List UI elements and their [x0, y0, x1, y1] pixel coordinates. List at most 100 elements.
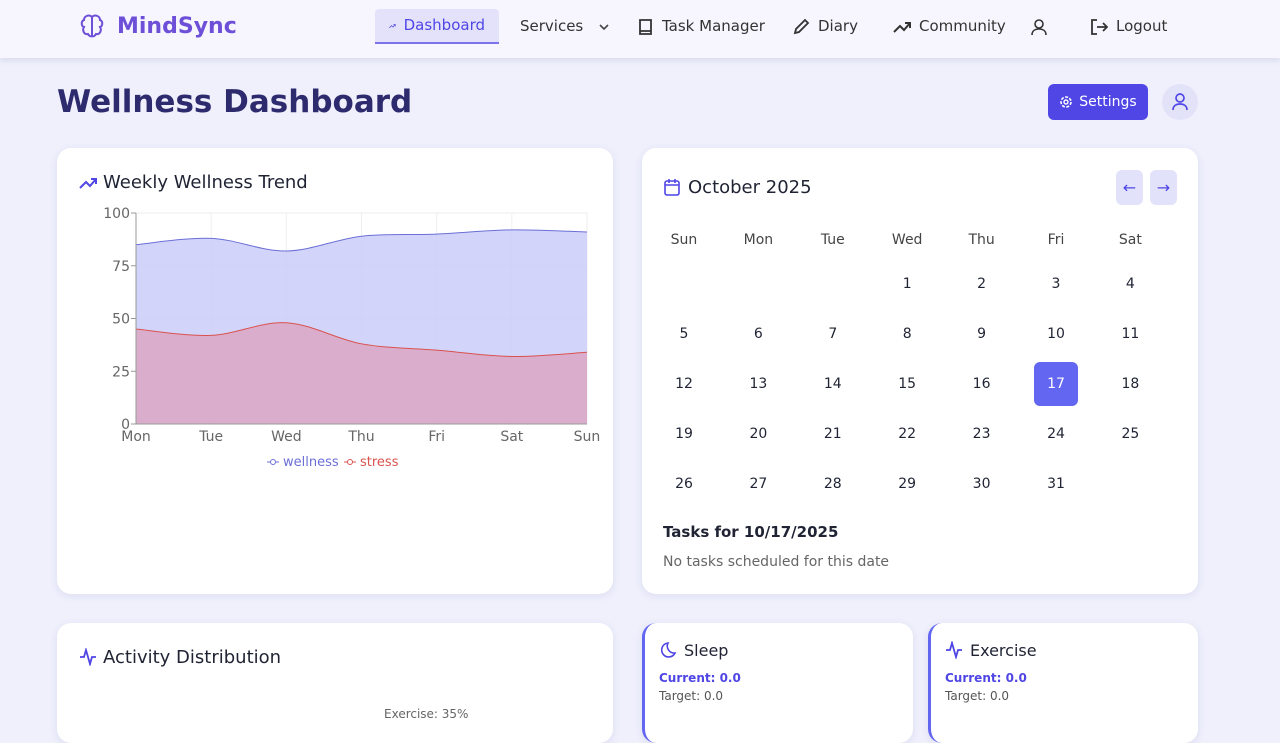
day[interactable]: 29 [898, 476, 917, 492]
y-tick-label: 25 [112, 364, 130, 380]
nav-label: Dashboard [403, 16, 485, 34]
y-tick-label: 100 [103, 206, 130, 222]
nav-tasks[interactable]: Task Manager [624, 9, 779, 44]
day[interactable]: 8 [902, 326, 912, 342]
metric-current: Current: 0.0 [659, 671, 741, 685]
day[interactable]: 30 [972, 476, 991, 492]
day[interactable]: 10 [1047, 326, 1065, 342]
day[interactable]: 7 [828, 326, 838, 342]
day[interactable]: 26 [675, 476, 693, 492]
area [136, 322, 587, 424]
day[interactable]: 3 [1051, 276, 1061, 292]
day[interactable]: 14 [823, 376, 842, 392]
sleep-card: Sleep Current: 0.0 Target: 0.0 [642, 623, 913, 743]
trend-icon [79, 178, 97, 189]
nav-services[interactable]: Services [506, 9, 627, 44]
legend-label: stress [360, 455, 399, 470]
tasks-title: Tasks for 10/17/2025 [663, 523, 839, 541]
weekday: Sat [1118, 232, 1142, 248]
nav-community[interactable]: Community [879, 9, 1020, 44]
weekday: Sun [670, 232, 698, 248]
day[interactable]: 28 [823, 476, 842, 492]
x-tick-label: Wed [271, 429, 302, 445]
y-tick-label: 50 [112, 312, 130, 328]
card-title: Activity Distribution [103, 647, 282, 668]
nav-dashboard[interactable]: Dashboard [375, 9, 499, 44]
y-tick-label: 0 [121, 417, 130, 433]
day[interactable]: 25 [1121, 426, 1140, 442]
metric-current: Current: 0.0 [945, 671, 1027, 685]
trend-card: Weekly Wellness Trend Mon Tue Wed Thu Fri Sat… [57, 148, 613, 594]
day[interactable]: 16 [972, 376, 991, 392]
legend-marker [347, 459, 353, 465]
metric-target: Target: 0.0 [659, 689, 724, 703]
button-label: Settings [1079, 94, 1137, 110]
pie-label: Exercise: 35% [384, 707, 469, 721]
calendar-month: October 2025 [688, 177, 812, 198]
nav-diary[interactable]: Diary [778, 9, 872, 44]
day[interactable]: 21 [823, 426, 842, 442]
chart: Mon Tue Wed Thu Fri Sat Sun 0 25 50 75 100 wellness s… [103, 206, 601, 470]
x-tick-label: Sun [574, 429, 601, 445]
day[interactable]: 4 [1125, 276, 1135, 292]
x-tick-label: Fri [428, 429, 445, 445]
card-title: Weekly Wellness Trend [103, 172, 308, 193]
weekday: Tue [820, 232, 845, 248]
page-title: Wellness Dashboard [57, 84, 413, 120]
nav-label: Task Manager [662, 17, 765, 35]
navbar: MindSync Dashboard Services Task Manager… [0, 0, 1280, 58]
day[interactable]: 9 [977, 326, 987, 342]
day[interactable]: 13 [749, 376, 768, 392]
day[interactable]: 19 [675, 426, 693, 442]
day[interactable]: 17 [1034, 362, 1078, 406]
sleep-icon [661, 642, 677, 658]
day[interactable]: 5 [679, 326, 689, 342]
day[interactable]: 6 [753, 326, 763, 342]
nav-label: Logout [1116, 17, 1168, 35]
x-tick-label: Sat [500, 429, 523, 445]
exercise-card: Exercise Current: 0.0 Target: 0.0 [928, 623, 1198, 743]
day[interactable]: 12 [675, 376, 693, 392]
weekday: Thu [968, 232, 995, 248]
activity-icon [80, 648, 96, 666]
metric-title: Exercise [970, 641, 1037, 660]
next-month[interactable]: → [1150, 170, 1177, 205]
calendar-card: October 2025 ← → Tasks for 10/17/2025 No… [642, 148, 1198, 594]
day[interactable]: 11 [1121, 326, 1140, 342]
profile-icon[interactable] [1030, 18, 1048, 36]
x-tick-label: Tue [198, 429, 223, 445]
settings-button[interactable]: Settings [1048, 84, 1148, 120]
day[interactable]: 23 [972, 426, 991, 442]
brand-icon [80, 14, 104, 38]
legend-marker [270, 459, 276, 465]
line [135, 322, 588, 357]
day[interactable]: 20 [749, 426, 768, 442]
nav-label: Diary [818, 17, 858, 35]
prev-month[interactable]: ← [1116, 170, 1143, 205]
y-tick-label: 75 [112, 259, 130, 275]
day[interactable]: 2 [977, 276, 987, 292]
day[interactable]: 24 [1047, 426, 1065, 442]
nav-label: Community [919, 17, 1006, 35]
metric-target: Target: 0.0 [945, 689, 1010, 703]
x-tick-label: Thu [347, 429, 374, 445]
tasks-empty: No tasks scheduled for this date [663, 554, 890, 570]
line [135, 229, 588, 252]
x-tick-label: Mon [121, 429, 151, 445]
avatar-button[interactable] [1162, 84, 1198, 120]
nav-logout[interactable]: Logout [1076, 9, 1181, 44]
day[interactable]: 27 [749, 476, 768, 492]
day[interactable]: 31 [1047, 476, 1065, 492]
day[interactable]: 15 [898, 376, 917, 392]
weekday: Fri [1047, 232, 1065, 248]
day[interactable]: 18 [1121, 376, 1140, 392]
activity-card: Activity Distribution Exercise: 35% [57, 623, 613, 743]
weekday: Wed [891, 232, 923, 248]
day[interactable]: 22 [898, 426, 917, 442]
brand[interactable]: MindSync [117, 14, 237, 39]
exercise-icon [946, 641, 962, 659]
day[interactable]: 1 [902, 276, 912, 292]
weekday: Mon [743, 232, 774, 248]
metric-title: Sleep [684, 641, 729, 660]
